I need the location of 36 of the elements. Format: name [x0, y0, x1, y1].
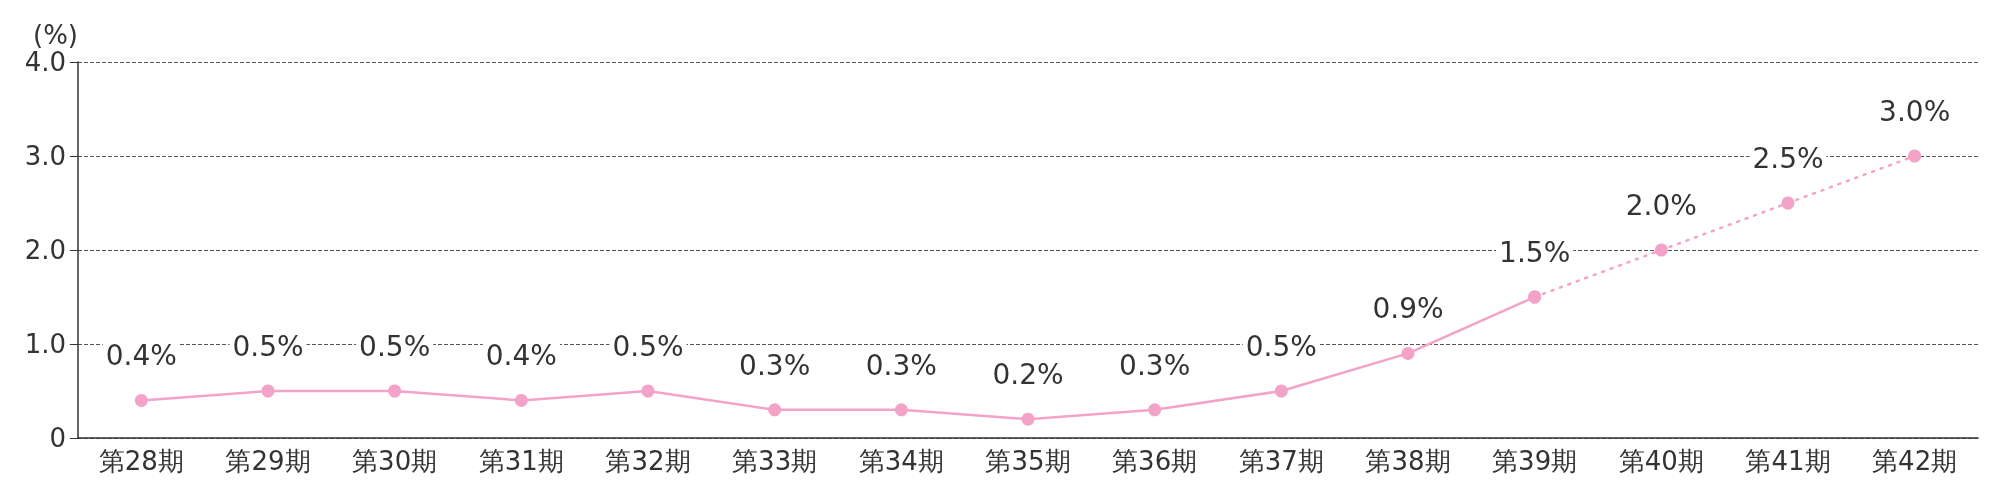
- x-tick-label: 第30期: [352, 446, 438, 476]
- data-label: 0.5%: [232, 330, 304, 363]
- x-tick-label: 第29期: [225, 446, 311, 476]
- x-tick-label: 第31期: [478, 446, 564, 476]
- data-label: 2.0%: [1625, 189, 1697, 222]
- data-label: 0.4%: [105, 339, 177, 373]
- data-label: 1.5%: [1499, 236, 1571, 269]
- data-label: 2.5%: [1752, 142, 1824, 175]
- data-label: 0.3%: [865, 348, 937, 382]
- data-label: 0.3%: [1119, 348, 1191, 382]
- x-tick-label: 第34期: [858, 446, 944, 476]
- y-tick-label: 0: [49, 423, 66, 453]
- y-tick-label: 2.0: [24, 235, 66, 265]
- data-label: 0.9%: [1372, 292, 1444, 326]
- y-tick-label: 1.0: [24, 329, 66, 359]
- x-tick-label: 第35期: [985, 446, 1071, 476]
- data-label: 0.5%: [1245, 330, 1317, 363]
- data-label: 0.5%: [359, 330, 431, 363]
- y-axis-title: (%): [33, 20, 78, 50]
- x-tick-label: 第41期: [1745, 446, 1831, 476]
- x-tick-label: 第42期: [1872, 446, 1958, 476]
- y-tick-label: 3.0: [24, 141, 66, 171]
- data-label: 0.3%: [739, 348, 811, 382]
- data-label: 0.5%: [612, 330, 684, 363]
- x-tick-label: 第36期: [1112, 446, 1198, 476]
- x-tick-label: 第40期: [1618, 446, 1704, 476]
- x-tick-label: 第37期: [1238, 446, 1324, 476]
- x-tick-label: 第38期: [1365, 446, 1451, 476]
- x-tick-label: 第28期: [98, 446, 184, 476]
- data-label: 0.4%: [485, 339, 557, 373]
- x-tick-label: 第32期: [605, 446, 691, 476]
- data-label: 0.2%: [992, 358, 1064, 392]
- x-tick-label: 第33期: [732, 446, 818, 476]
- data-label: 3.0%: [1879, 95, 1951, 128]
- y-tick-label: 4.0: [24, 47, 66, 77]
- x-tick-label: 第39期: [1492, 446, 1578, 476]
